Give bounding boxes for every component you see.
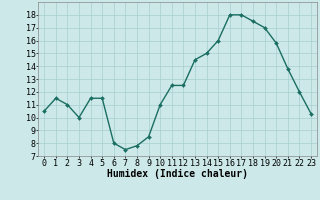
X-axis label: Humidex (Indice chaleur): Humidex (Indice chaleur)	[107, 169, 248, 179]
